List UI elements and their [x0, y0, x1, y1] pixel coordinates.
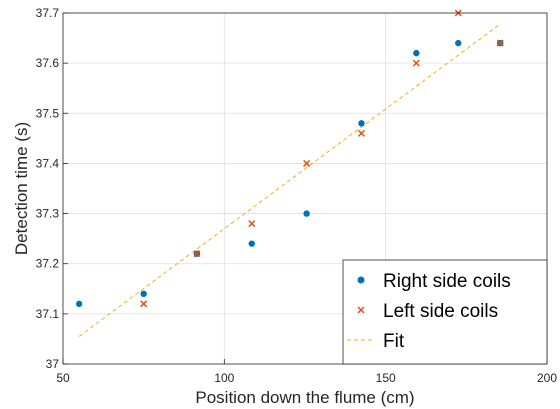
grid	[62, 12, 548, 365]
left-side-coil-point	[357, 129, 365, 137]
right-side-coil-point	[248, 240, 255, 247]
x-marker-stroke	[193, 250, 201, 258]
legend-swatch-left-side-coils	[357, 306, 365, 314]
legend-label: Left side coils	[383, 301, 498, 322]
x-axis-label: Position down the flume (cm)	[195, 388, 414, 407]
right-side-coil-point	[75, 300, 83, 308]
right-side-coil-point	[358, 120, 365, 127]
right-side-coil-point	[303, 210, 310, 217]
y-tick-label: 37.2	[36, 257, 60, 271]
left-side-coil-point	[140, 300, 148, 308]
right-side-coil-point	[455, 39, 462, 47]
x-tick-label: 150	[376, 371, 396, 385]
x-marker-stroke	[357, 129, 365, 137]
legend-items: Right side coils Left side coils Fit	[347, 271, 511, 352]
legend-box	[342, 259, 548, 365]
right-side-coil-point	[140, 290, 147, 297]
x-tick-label: 100	[214, 371, 234, 385]
fit-line-layer	[78, 23, 501, 337]
fit-line	[78, 23, 501, 337]
x-marker-stroke	[140, 300, 148, 308]
left-side-coil-point	[412, 59, 420, 67]
x-marker-stroke	[496, 39, 504, 47]
y-tick-label: 37.7	[36, 6, 60, 20]
y-tick-label: 37	[46, 357, 60, 371]
x-tick-label: 200	[537, 371, 557, 385]
y-axis-label: Detection time (s)	[12, 122, 31, 255]
y-tick-label: 37.1	[36, 307, 60, 321]
left-side-coil-point	[193, 250, 201, 258]
left-side-coil-point	[303, 159, 311, 167]
plot-frame	[62, 12, 548, 365]
data-points-layer	[75, 9, 504, 308]
legend-label: Fit	[383, 331, 405, 352]
x-marker-stroke	[357, 306, 365, 314]
left-side-coil-point	[248, 220, 256, 228]
legend-swatch-right-side-coils	[357, 276, 365, 284]
right-side-coil-point	[413, 49, 420, 57]
y-tick-label: 37.4	[36, 156, 60, 170]
y-tick-label: 37.3	[36, 207, 60, 221]
legend: Right side coils Left side coils Fit	[342, 259, 548, 365]
y-tick-label: 37.6	[36, 56, 60, 70]
x-tick-label: 50	[56, 371, 70, 385]
left-side-coil-point	[496, 39, 504, 47]
y-tick-label: 37.5	[36, 106, 60, 120]
x-marker-stroke	[412, 59, 420, 67]
x-marker-stroke	[303, 159, 311, 167]
tick-labels: 50 100 150 200 37 37.1 37.2 37.3 37.4 37.5 37.6 37.…	[36, 6, 558, 385]
x-marker-stroke	[248, 220, 256, 228]
legend-label: Right side coils	[383, 271, 511, 292]
